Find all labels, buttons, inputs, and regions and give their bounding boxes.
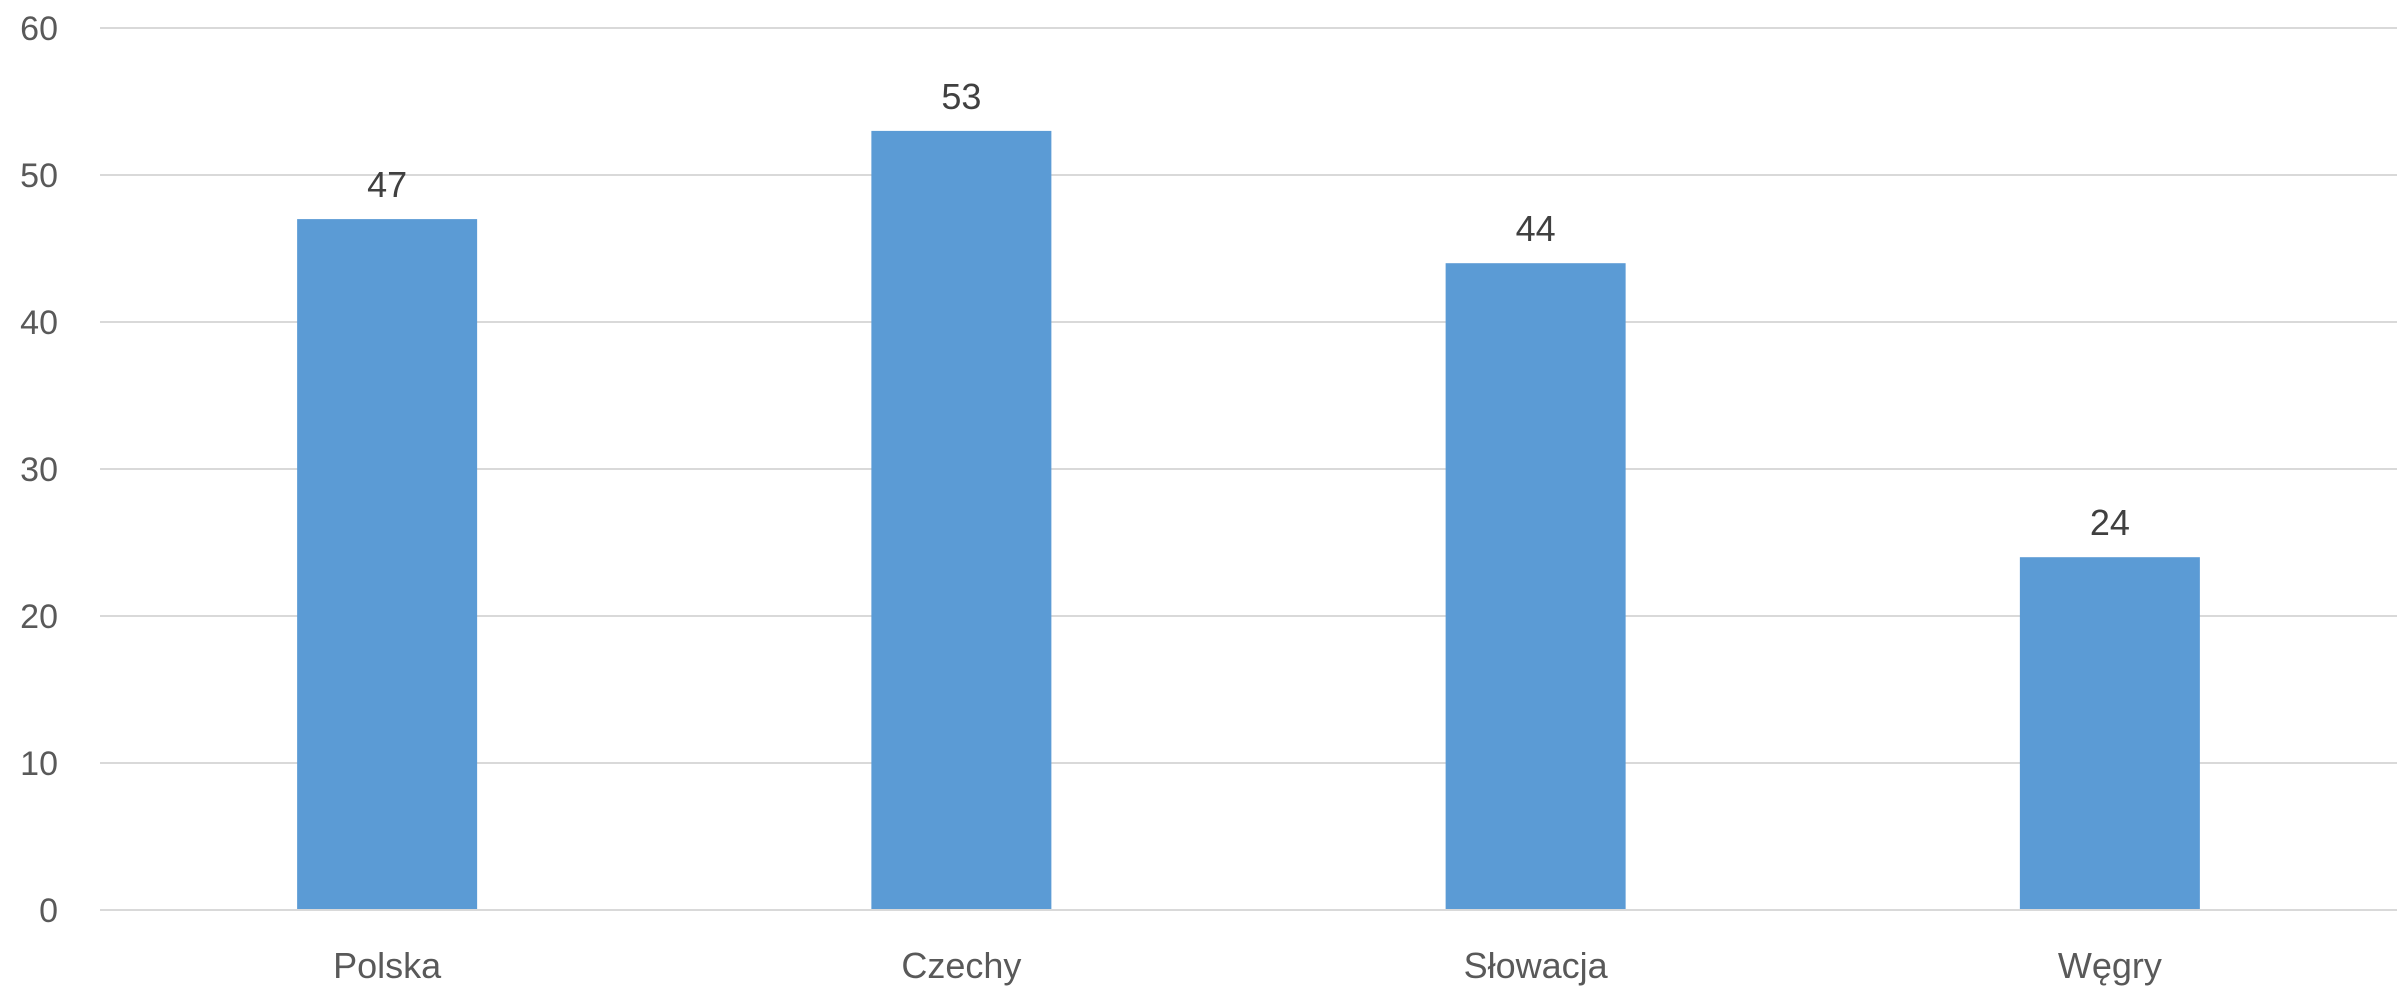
y-tick-label: 20 — [20, 598, 58, 636]
y-tick-label: 50 — [20, 157, 58, 195]
category-labels: Polska Czechy Słowacja Węgry — [333, 945, 2162, 986]
data-label: 47 — [367, 164, 407, 205]
category-label: Słowacja — [1464, 945, 1609, 986]
bar — [871, 130, 1052, 910]
y-tick-label: 0 — [39, 892, 58, 930]
data-labels: 47 53 44 24 — [367, 76, 2130, 543]
y-tick-label: 10 — [20, 745, 58, 783]
bar — [2019, 557, 2200, 910]
y-axis-ticks: 0 10 20 30 40 50 60 — [20, 10, 58, 930]
bars — [297, 130, 2200, 911]
bar — [297, 219, 478, 911]
y-tick-label: 60 — [20, 10, 58, 48]
gridlines — [100, 27, 2397, 764]
category-label: Czechy — [901, 945, 1021, 986]
bar — [1445, 263, 1626, 910]
y-tick-label: 30 — [20, 451, 58, 489]
data-label: 24 — [2090, 502, 2130, 543]
y-tick-label: 40 — [20, 304, 58, 342]
category-label: Węgry — [2058, 945, 2162, 986]
category-label: Polska — [333, 945, 442, 986]
data-label: 53 — [941, 76, 981, 117]
data-label: 44 — [1516, 208, 1556, 249]
